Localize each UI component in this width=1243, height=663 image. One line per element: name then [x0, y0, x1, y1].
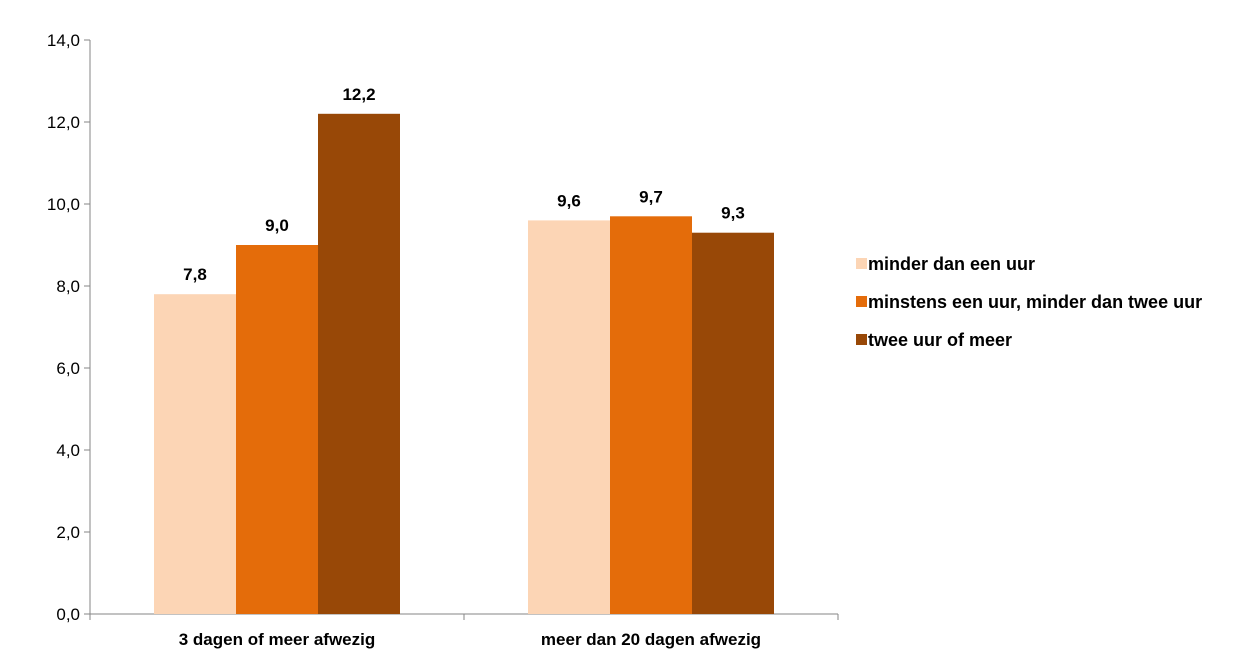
legend-item-0: minder dan een uur: [848, 252, 1243, 276]
legend-item-2: twee uur of meer: [848, 328, 1243, 352]
data-label-1-0: 9,6: [557, 191, 581, 210]
legend-label-0: minder dan een uur: [868, 254, 1036, 274]
y-tick-label-4: 8,0: [56, 277, 80, 296]
y-tick-label-3: 6,0: [56, 359, 80, 378]
data-label-0-2: 12,2: [342, 85, 375, 104]
bar-1-1: [610, 216, 692, 615]
x-category-label-1: meer dan 20 dagen afwezig: [541, 630, 761, 649]
chart-frame: 0,0 2,0 4,0 6,0 8,0 10,0 12,0 14,0 3 dagen of m…: [13, 0, 1243, 663]
y-tick-label-0: 0,0: [56, 605, 80, 624]
legend-item-1: minstens een uur, minder dan twee uur: [848, 290, 1243, 314]
y-axis: 0,0 2,0 4,0 6,0 8,0 10,0 12,0 14,0: [47, 31, 91, 624]
legend-swatch-2: [856, 334, 867, 345]
data-label-0-0: 7,8: [183, 265, 207, 284]
data-label-1-1: 9,7: [639, 187, 663, 206]
y-tick-label-2: 4,0: [56, 441, 80, 460]
data-label-1-2: 9,3: [721, 204, 745, 223]
bars: [154, 113, 774, 615]
legend-label-1: minstens een uur, minder dan twee uur: [868, 292, 1203, 312]
bar-1-0: [528, 220, 610, 614]
bar-chart: 0,0 2,0 4,0 6,0 8,0 10,0 12,0 14,0 3 dagen of m…: [47, 31, 839, 649]
y-tick-label-6: 12,0: [47, 113, 80, 132]
legend: minder dan een uur minstens een uur, min…: [848, 252, 1243, 366]
bar-1-2: [692, 232, 774, 614]
x-category-label-0: 3 dagen of meer afwezig: [179, 630, 376, 649]
y-tick-label-7: 14,0: [47, 31, 80, 50]
bar-0-1: [236, 245, 318, 614]
bar-0-0: [154, 294, 236, 614]
y-tick-label-1: 2,0: [56, 523, 80, 542]
data-label-0-1: 9,0: [265, 216, 289, 235]
legend-swatch-1: [856, 296, 867, 307]
legend-swatch-0: [856, 258, 867, 269]
bar-0-2: [318, 113, 400, 615]
y-tick-label-5: 10,0: [47, 195, 80, 214]
x-axis: 3 dagen of meer afwezig meer dan 20 dagen…: [89, 613, 839, 649]
data-labels: 7,8 9,0 12,2 9,6 9,7 9,3: [183, 85, 745, 284]
legend-label-2: twee uur of meer: [868, 330, 1013, 350]
